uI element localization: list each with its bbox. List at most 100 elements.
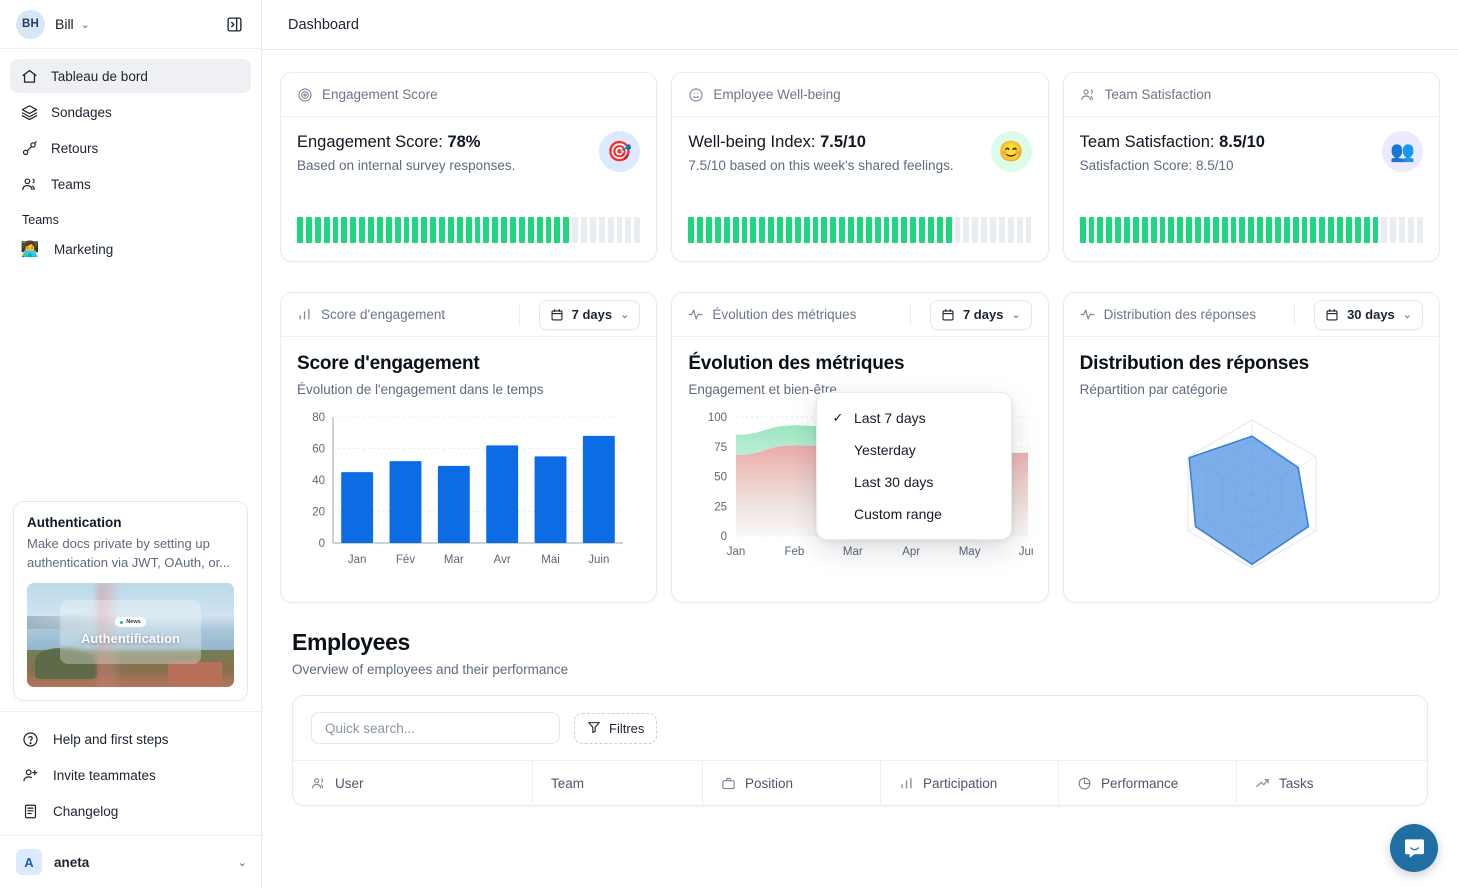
- progress-bar-segment: [439, 217, 445, 243]
- kpi-title-value: 7.5/10: [820, 133, 866, 151]
- card-header-title: Engagement Score: [322, 87, 438, 102]
- employees-section: Employees Overview of employees and thei…: [280, 629, 1440, 806]
- card-header-title: Distribution des réponses: [1103, 307, 1256, 322]
- progress-bar-segment: [1195, 217, 1201, 243]
- progress-bar-segment: [759, 217, 766, 243]
- y-axis-tick-label: 20: [312, 507, 325, 519]
- progress-bar-segment: [1115, 217, 1122, 243]
- column-header-participation[interactable]: Participation: [881, 761, 1059, 805]
- kpi-progress-bars: [1079, 217, 1423, 243]
- calendar-icon: [941, 308, 955, 322]
- sidebar-item-tableau-de-bord[interactable]: Tableau de bord: [10, 59, 251, 93]
- dropdown-item-label: Custom range: [854, 506, 942, 522]
- chart-title: Distribution des réponses: [1079, 353, 1310, 374]
- dropdown-item-custom-range[interactable]: Custom range: [817, 498, 1011, 530]
- bar-chart-icon: [899, 776, 914, 791]
- y-axis-tick-label: 25: [715, 501, 728, 513]
- date-range-selector[interactable]: 7 days ⌄: [929, 299, 1032, 330]
- progress-bar-segment: [1381, 217, 1388, 243]
- sidebar-item-label: Tableau de bord: [51, 68, 148, 84]
- kpi-card-team-satisfaction: Team Satisfaction Team Satisfaction: 8.5…: [1062, 72, 1440, 262]
- progress-bar-segment: [1390, 217, 1397, 243]
- radar-chart-svg: [1187, 419, 1317, 569]
- x-axis-tick-label: Jan: [348, 554, 367, 566]
- calendar-icon: [1325, 308, 1339, 322]
- x-axis-tick-label: Juin: [588, 554, 609, 566]
- column-header-performance[interactable]: Performance: [1059, 761, 1237, 805]
- activity-icon: [1080, 307, 1095, 322]
- search-input[interactable]: [311, 712, 560, 744]
- progress-bar-segment: [634, 217, 641, 243]
- card-header-title: Employee Well-being: [713, 87, 841, 102]
- column-header-label: Position: [745, 775, 794, 791]
- bar: [341, 472, 374, 543]
- page-title: Dashboard: [288, 16, 359, 33]
- sidebar-item-sondages[interactable]: Sondages: [10, 95, 251, 129]
- y-axis-tick-label: 75: [715, 442, 728, 454]
- bar-chart-icon: [297, 307, 312, 322]
- progress-bar-segment: [536, 217, 543, 243]
- date-range-selector[interactable]: 30 days ⌄: [1314, 299, 1423, 330]
- progress-bar-segment: [456, 217, 463, 243]
- sidebar-user-menu[interactable]: A aneta ⌄: [0, 835, 261, 888]
- sidebar-item-retours[interactable]: Retours: [10, 131, 251, 165]
- filters-button-label: Filtres: [609, 720, 645, 736]
- progress-bar-segment: [1399, 217, 1406, 243]
- workspace-switcher[interactable]: BH Bill ⌄: [0, 0, 261, 49]
- kpi-progress-bars: [297, 217, 641, 243]
- chart-subtitle: Engagement et bien-être: [688, 382, 837, 397]
- progress-bar-segment: [1301, 217, 1308, 243]
- progress-bar-segment: [545, 217, 552, 243]
- promo-news-badge-label: News: [126, 619, 141, 626]
- progress-bar-segment: [1416, 217, 1423, 243]
- workspace-name: Bill: [55, 16, 74, 32]
- progress-bar-segment: [1203, 217, 1210, 243]
- column-header-team[interactable]: Team: [533, 761, 703, 805]
- divider: [518, 303, 520, 326]
- card-header: Employee Well-being: [672, 73, 1048, 117]
- date-range-label: 7 days: [571, 307, 613, 322]
- collapse-sidebar-button[interactable]: [221, 11, 247, 37]
- y-axis-tick-label: 0: [721, 531, 727, 543]
- sidebar-nav: Tableau de bord Sondages Retours Teams: [0, 49, 261, 265]
- chart-subtitle: Répartition par catégorie: [1079, 382, 1228, 397]
- progress-bar-segment: [403, 217, 410, 243]
- column-header-user[interactable]: User: [293, 761, 533, 805]
- date-range-dropdown-menu[interactable]: ✓ Last 7 days Yesterday Last 30 days Cus…: [816, 392, 1012, 540]
- progress-bar-segment: [1141, 217, 1148, 243]
- kpi-card-engagement-score: Engagement Score Engagement Score: 78% B…: [280, 72, 658, 262]
- column-header-position[interactable]: Position: [703, 761, 881, 805]
- progress-bar-segment: [1248, 217, 1255, 243]
- sidebar-link-changelog[interactable]: Changelog: [10, 793, 251, 829]
- card-body: Well-being Index: 7.5/10 7.5/10 based on…: [672, 117, 1047, 261]
- progress-bar-segment: [1328, 217, 1335, 243]
- dropdown-item-yesterday[interactable]: Yesterday: [817, 434, 1011, 466]
- intercom-chat-button[interactable]: [1390, 824, 1438, 872]
- filters-button[interactable]: Filtres: [574, 712, 658, 744]
- sidebar-link-help[interactable]: Help and first steps: [10, 721, 251, 757]
- sidebar-team-marketing[interactable]: 👩‍💻 Marketing: [10, 233, 251, 265]
- date-range-selector[interactable]: 7 days ⌄: [538, 299, 641, 330]
- chevron-down-icon: ⌄: [80, 18, 90, 31]
- progress-bar-segment: [954, 217, 961, 243]
- promo-card[interactable]: Authentication Make docs private by sett…: [13, 501, 248, 701]
- dropdown-item-last-30-days[interactable]: Last 30 days: [817, 466, 1011, 498]
- progress-bar-segment: [376, 217, 383, 243]
- kpi-card-employee-wellbeing: Employee Well-being Well-being Index: 7.…: [671, 72, 1049, 262]
- sidebar-link-invite[interactable]: Invite teammates: [10, 757, 251, 793]
- dropdown-item-last-7-days[interactable]: ✓ Last 7 days: [817, 402, 1011, 434]
- kpi-card-row: Engagement Score Engagement Score: 78% B…: [280, 72, 1440, 262]
- dropdown-item-label: Last 7 days: [854, 410, 926, 426]
- progress-bar-segment: [1283, 217, 1290, 243]
- column-header-label: Performance: [1101, 775, 1179, 791]
- sidebar-item-teams[interactable]: Teams: [10, 167, 251, 201]
- progress-bar-segment: [305, 217, 312, 243]
- progress-bar-segment: [492, 217, 499, 243]
- progress-bar-segment: [706, 217, 712, 243]
- progress-bar-segment: [1007, 217, 1014, 243]
- check-icon: ✓: [832, 410, 844, 425]
- column-header-tasks[interactable]: Tasks: [1237, 761, 1417, 805]
- smiling-face-emoji-icon: 😊: [990, 131, 1032, 172]
- progress-bar-segment: [1257, 217, 1264, 243]
- progress-bar-segment: [777, 217, 783, 243]
